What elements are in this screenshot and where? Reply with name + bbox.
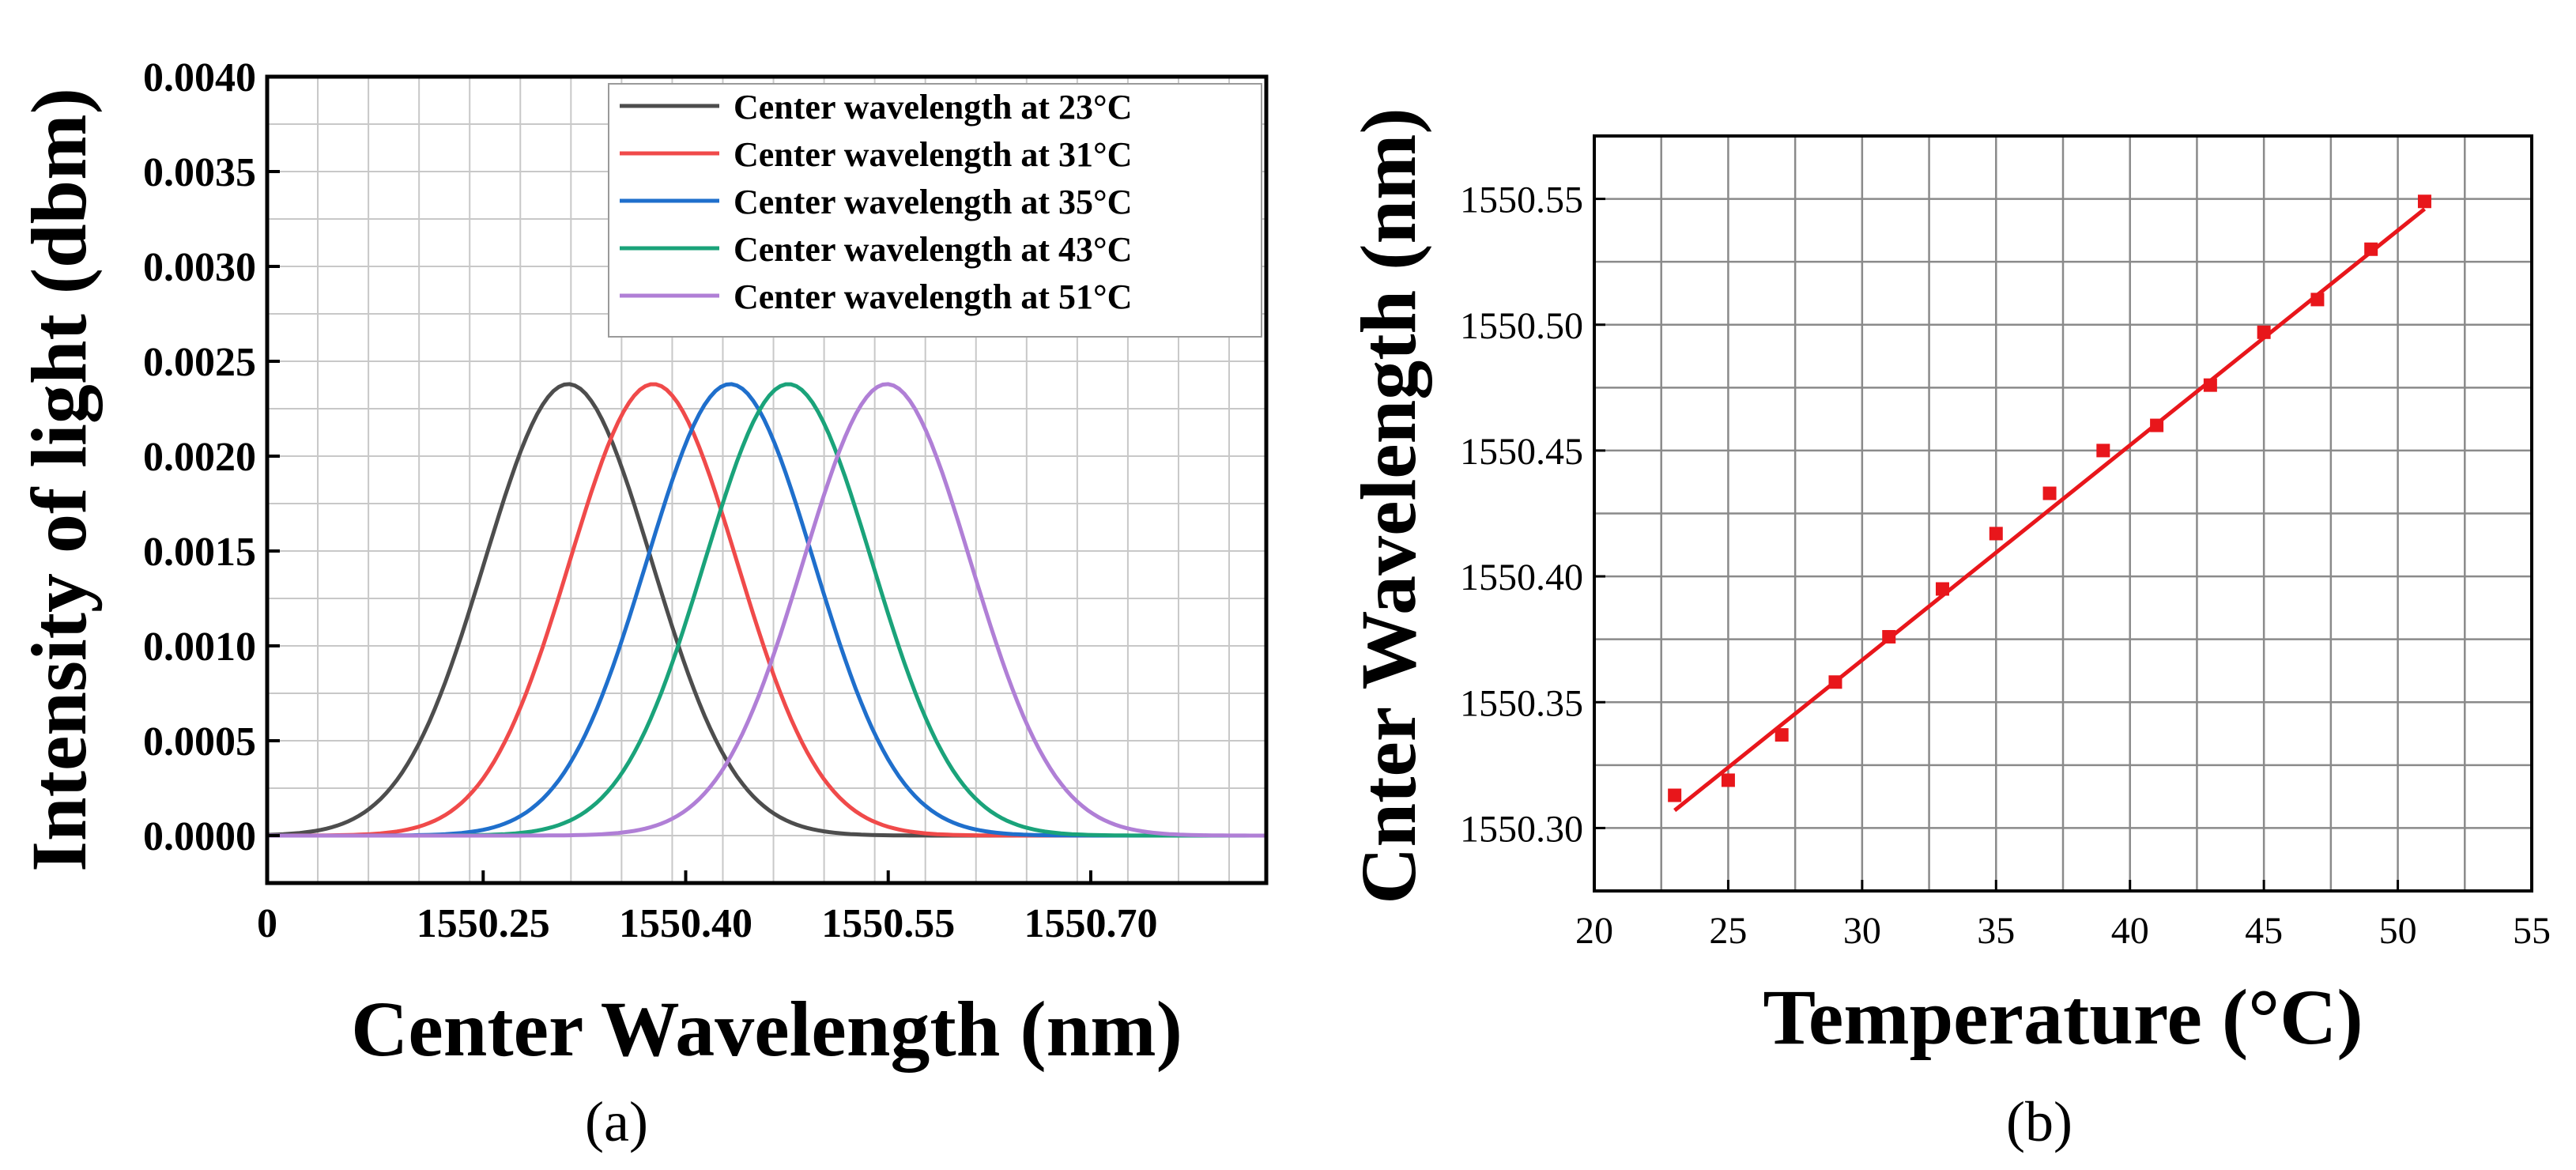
chart-b: 1550.30 1550.35 1550.40 1550.45 1550.50 1550.… — [1345, 108, 2551, 1153]
chart-b-point — [1722, 773, 1735, 787]
chart-b-points — [1668, 194, 2431, 802]
chart-a-series-1-line — [267, 384, 1266, 836]
chart-b-point — [2204, 379, 2217, 392]
chart-a-y-tick-label: 0.0040 — [143, 55, 256, 100]
chart-a-y-tick-label: 0.0015 — [143, 530, 256, 575]
chart-a-y-tick-label: 0.0030 — [143, 245, 256, 290]
chart-b-point — [1828, 675, 1842, 689]
chart-a-x-axis-title: Center Wavelength (nm) — [351, 985, 1182, 1073]
chart-b-y-tick-label: 1550.35 — [1460, 682, 1583, 724]
chart-b-y-tick-label: 1550.45 — [1460, 431, 1583, 473]
chart-b-y-tick-label: 1550.30 — [1460, 808, 1583, 850]
chart-b-point — [2310, 292, 2324, 306]
chart-b-point — [1775, 728, 1789, 742]
chart-b-point — [2418, 194, 2431, 208]
chart-a-y-tick-label: 0.0005 — [143, 719, 256, 764]
chart-a-legend-label: Center wavelength at 43°C — [734, 230, 1132, 269]
chart-a-y-tick-label: 0.0000 — [143, 814, 256, 859]
chart-a-x-tick-label: 0 — [257, 901, 277, 946]
chart-b-panel-label: (b) — [2006, 1090, 2072, 1153]
chart-b-point — [2150, 419, 2163, 432]
chart-b-y-tick-label: 1550.55 — [1460, 179, 1583, 221]
chart-a-legend-label: Center wavelength at 23°C — [734, 88, 1132, 126]
chart-a-series-2-line — [267, 384, 1266, 836]
chart-b-point — [1668, 789, 1681, 802]
chart-b-x-tick-label: 50 — [2379, 910, 2417, 952]
chart-a-series-4-line — [267, 384, 1266, 836]
chart-b-point — [2043, 487, 2057, 500]
chart-b-x-tick-label: 35 — [1977, 910, 2015, 952]
chart-a-series-5-line — [267, 384, 1266, 836]
chart-a-x-tick-label: 1550.55 — [821, 901, 955, 946]
chart-b-y-tick-label: 1550.50 — [1460, 305, 1583, 347]
chart-a-panel-label: (a) — [585, 1090, 648, 1153]
chart-a-x-tick-label: 1550.40 — [619, 901, 752, 946]
chart-a-legend-label: Center wavelength at 51°C — [734, 277, 1132, 316]
chart-b-x-axis-title: Temperature (°C) — [1763, 973, 2363, 1061]
chart-a: 0.0000 0.0005 0.0010 0.0015 0.0020 0.0025 0.00… — [15, 55, 1266, 1153]
chart-a-legend: Center wavelength at 23°C Center waveleng… — [609, 84, 1262, 337]
chart-b-x-tick-label: 40 — [2111, 910, 2149, 952]
chart-a-legend-label: Center wavelength at 35°C — [734, 183, 1132, 221]
chart-a-y-tick-label: 0.0035 — [143, 150, 256, 195]
chart-b-point — [2096, 443, 2110, 457]
chart-a-curves — [267, 384, 1266, 836]
chart-a-legend-label: Center wavelength at 31°C — [734, 135, 1132, 174]
chart-b-point — [2257, 326, 2271, 339]
chart-b-y-axis-title: Cnter Wavelength (nm) — [1345, 108, 1432, 904]
chart-b-point — [2364, 243, 2378, 256]
chart-b-point — [1990, 526, 2003, 540]
chart-b-x-tick-label: 20 — [1575, 910, 1613, 952]
chart-b-ticks: 1550.30 1550.35 1550.40 1550.45 1550.50 1550.… — [1460, 179, 2551, 952]
chart-b-y-tick-label: 1550.40 — [1460, 557, 1583, 598]
chart-b-x-tick-label: 30 — [1843, 910, 1881, 952]
chart-b-x-tick-label: 25 — [1709, 910, 1747, 952]
chart-b-point — [1936, 583, 1949, 596]
chart-b-point — [1882, 630, 1895, 644]
chart-a-y-axis-title: Intensity of light (dbm) — [15, 88, 103, 872]
chart-a-y-tick-label: 0.0020 — [143, 435, 256, 480]
chart-a-x-tick-label: 1550.70 — [1024, 901, 1157, 946]
chart-a-y-tick-label: 0.0025 — [143, 340, 256, 385]
chart-a-y-tick-label: 0.0010 — [143, 625, 256, 670]
chart-b-x-tick-label: 45 — [2245, 910, 2283, 952]
chart-a-x-tick-label: 1550.25 — [417, 901, 550, 946]
chart-b-x-tick-label: 55 — [2513, 910, 2551, 952]
figure: 0.0000 0.0005 0.0010 0.0015 0.0020 0.0025 0.00… — [0, 0, 2576, 1170]
chart-a-series-3-line — [267, 384, 1266, 836]
